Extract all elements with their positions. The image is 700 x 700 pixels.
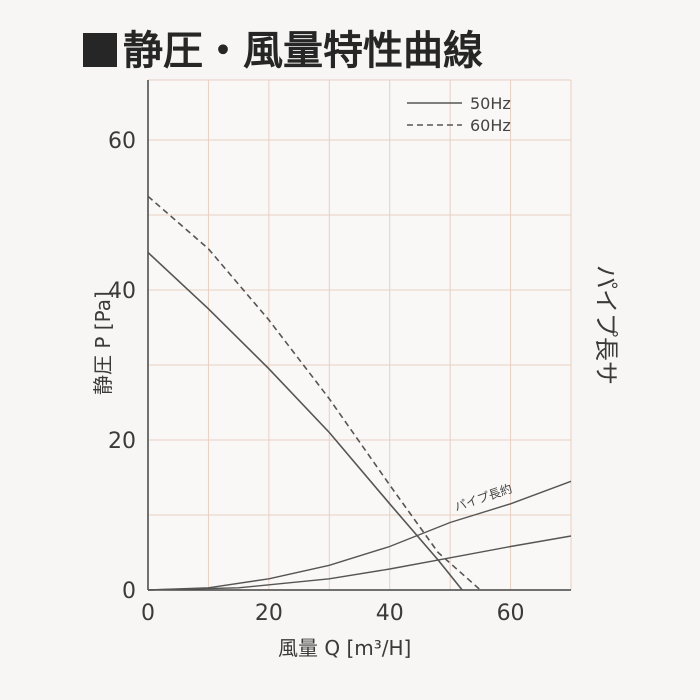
pipe-resistance-curve-2: [147, 535, 572, 591]
grid: [148, 79, 572, 590]
y-axis-label: 静圧 P [Pa]: [91, 291, 115, 395]
legend: 50Hz 60Hz: [407, 94, 511, 135]
y-tick-label: 60: [108, 129, 136, 154]
y-tick-label: 20: [108, 429, 136, 454]
y-tick-label: 40: [108, 279, 136, 304]
title-square-icon: [83, 33, 117, 67]
chart-title: 静圧・風量特性曲線: [123, 28, 483, 74]
axes: [147, 80, 571, 591]
pipe-length-side-label: パイプ長サ: [592, 265, 620, 385]
legend-label-50Hz: 50Hz: [470, 94, 511, 113]
pipe-resistance-curve-1: [147, 480, 572, 591]
x-tick-label: 40: [376, 601, 404, 626]
x-tick-label: 60: [497, 601, 525, 626]
series-line-60Hz: [147, 195, 481, 591]
x-tick-label: 20: [255, 601, 283, 626]
x-tick-label: 0: [141, 601, 155, 626]
series-line-50Hz: [147, 251, 463, 591]
y-tick-label: 0: [122, 579, 136, 604]
x-axis-label: 風量 Q [m³/H]: [278, 636, 411, 660]
legend-label-60Hz: 60Hz: [470, 116, 511, 135]
plot-area: [148, 80, 571, 590]
tick-labels: 0 20 40 60 0 20 40 60: [108, 129, 525, 626]
